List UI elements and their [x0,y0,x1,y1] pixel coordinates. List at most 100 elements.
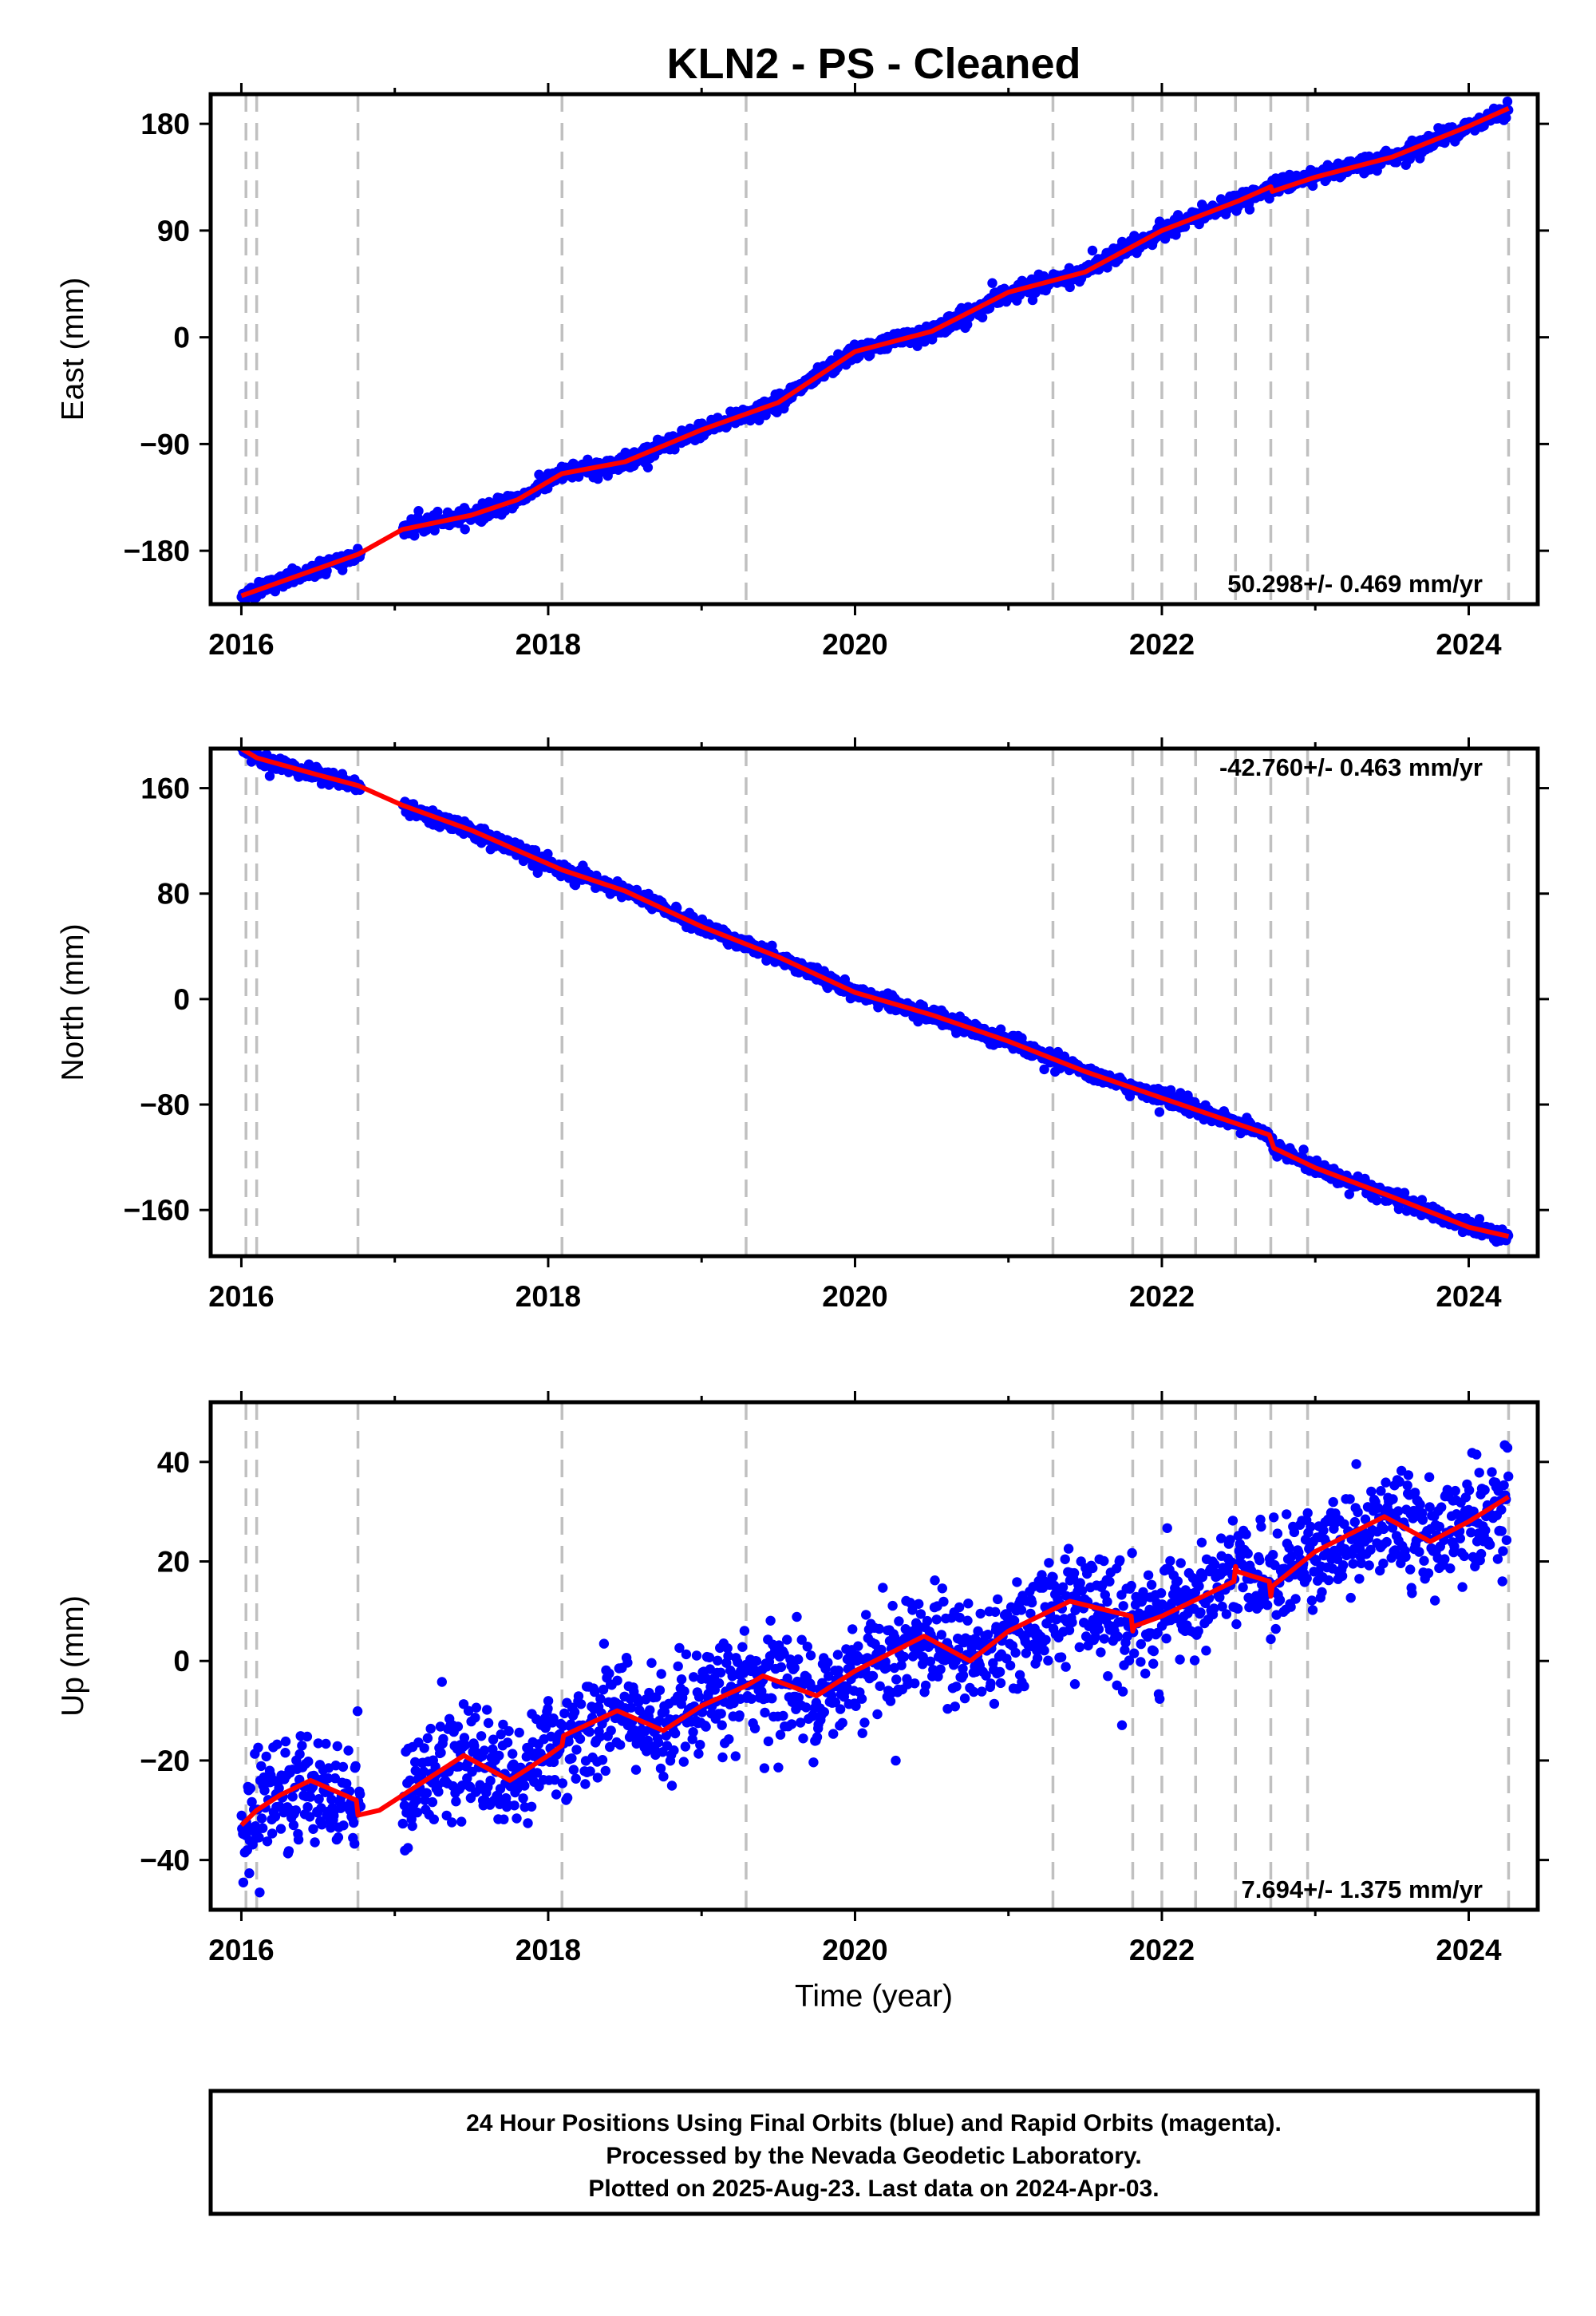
data-point [422,1733,433,1744]
data-point [438,1733,448,1745]
data-point [451,1796,461,1807]
data-point [452,1721,464,1732]
data-point [412,1807,423,1818]
data-point [951,1682,962,1692]
data-point [1127,1547,1137,1559]
data-point [302,1802,313,1812]
data-point [1102,1596,1112,1607]
data-point [1154,1107,1165,1117]
x-tick-label: 2020 [822,628,887,661]
data-point [310,1837,320,1848]
data-point [746,1694,757,1704]
data-point [575,1699,587,1709]
data-point [1225,1535,1235,1545]
data-point [562,1792,573,1803]
data-point [305,1812,315,1822]
data-point [287,1792,298,1802]
data-point [1010,1647,1021,1658]
data-point [1175,1558,1186,1568]
data-point [1074,1642,1085,1653]
data-point [1161,1633,1171,1644]
data-point [782,1634,792,1645]
data-point [792,1611,802,1622]
data-point [483,1717,494,1729]
data-point [757,1686,767,1697]
data-point [847,1624,858,1634]
y-tick-label: −160 [124,1194,190,1227]
data-point [778,1710,788,1721]
data-point [615,1740,626,1750]
data-point [1227,1516,1238,1526]
data-point [429,525,440,536]
data-point [950,1701,961,1712]
x-tick-label: 2024 [1436,1280,1502,1313]
data-point [532,1768,543,1778]
data-point [600,1765,610,1777]
data-point [570,879,581,891]
data-point [795,1717,806,1728]
data-point [1118,1601,1128,1611]
data-point [244,1868,255,1879]
data-point [737,1642,748,1652]
data-point [1244,204,1255,215]
data-point [413,506,424,516]
data-point [459,1733,470,1743]
data-point [793,1654,804,1665]
data-point [411,1795,422,1806]
data-point [861,1610,871,1620]
plot-frame [208,746,1540,1259]
data-point [691,1650,702,1661]
data-point [713,1678,725,1689]
data-point [338,1820,349,1831]
data-point [885,1696,896,1706]
data-point [1044,1558,1054,1568]
data-point [1474,1214,1485,1224]
x-tick-label: 2018 [516,628,581,661]
data-point [969,1686,979,1697]
data-point [775,1729,786,1740]
data-point [894,1616,904,1626]
data-point [512,1813,522,1824]
data-point [891,1755,901,1766]
data-point [559,1708,570,1719]
data-point [1057,1582,1069,1592]
data-point [293,1834,304,1845]
data-point [1195,1607,1206,1618]
data-point [1129,1648,1140,1658]
data-point [255,1887,265,1898]
data-point [332,1741,342,1752]
data-point [1096,1647,1106,1658]
data-point [1136,1638,1147,1650]
data-point [1103,1671,1113,1682]
data-point [853,1641,863,1651]
data-point [673,1661,683,1672]
data-point [851,1701,861,1711]
data-point [1090,1632,1100,1642]
data-point [837,1717,847,1728]
data-point [687,1734,697,1745]
data-point [793,1692,804,1703]
data-point [421,1788,433,1799]
data-point [865,350,875,361]
data-point [654,1685,666,1696]
data-point [352,1706,363,1717]
data-point [1148,1658,1159,1669]
data-point [1232,1603,1243,1614]
data-point [733,1657,743,1667]
data-point [1197,1571,1208,1583]
data-point [1093,1624,1104,1634]
data-point [1041,1634,1051,1645]
data-point [551,1789,562,1800]
data-point [1064,1625,1075,1635]
data-point [819,1707,830,1717]
data-point [290,1805,301,1816]
data-point [874,1623,885,1634]
data-point [1124,1655,1135,1666]
data-point [739,1626,750,1636]
data-point [661,1730,671,1741]
data-point [563,1737,574,1747]
data-point [773,1762,784,1773]
data-point [313,1738,323,1749]
data-point [1077,1586,1088,1596]
rate-label: -42.760+/- 0.463 mm/yr [1219,753,1483,781]
